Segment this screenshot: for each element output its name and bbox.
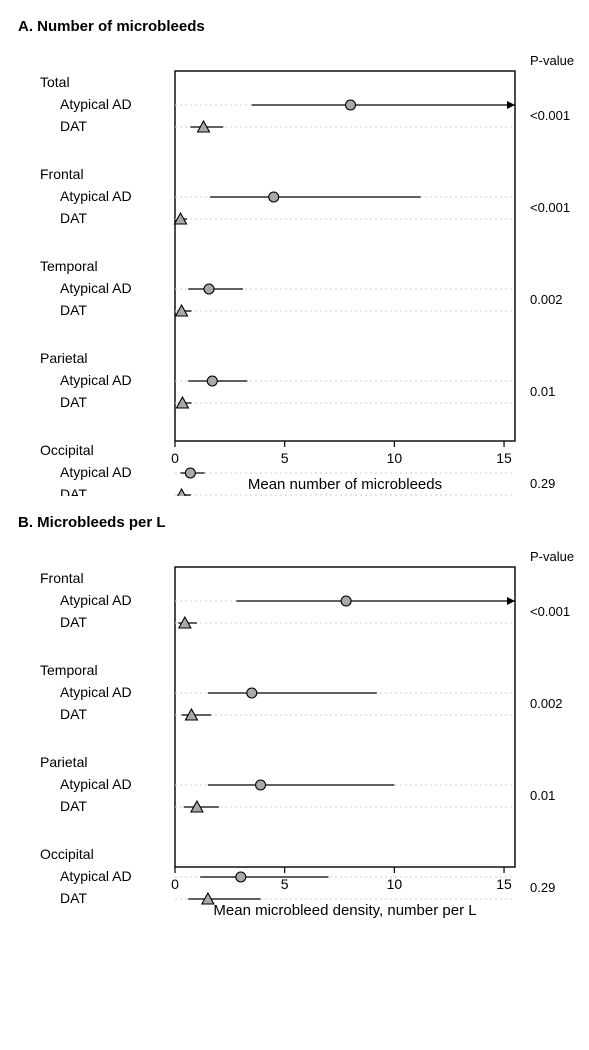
svg-text:10: 10 xyxy=(387,450,403,466)
svg-text:0.01: 0.01 xyxy=(530,384,555,399)
svg-text:15: 15 xyxy=(496,876,512,892)
svg-text:5: 5 xyxy=(281,876,289,892)
svg-text:DAT: DAT xyxy=(60,394,87,410)
svg-text:15: 15 xyxy=(496,450,512,466)
svg-text:0.29: 0.29 xyxy=(530,880,555,895)
svg-text:DAT: DAT xyxy=(60,118,87,134)
panel-a: A. Number of microbleeds 0 5 10 15 Mean numb… xyxy=(10,18,579,496)
svg-text:Atypical AD: Atypical AD xyxy=(60,464,132,480)
svg-text:Temporal: Temporal xyxy=(40,258,98,274)
svg-text:Temporal: Temporal xyxy=(40,662,98,678)
svg-text:Frontal: Frontal xyxy=(40,570,84,586)
svg-text:DAT: DAT xyxy=(60,798,87,814)
svg-text:Atypical AD: Atypical AD xyxy=(60,96,132,112)
svg-text:DAT: DAT xyxy=(60,486,87,496)
svg-text:0.002: 0.002 xyxy=(530,696,563,711)
svg-text:Frontal: Frontal xyxy=(40,166,84,182)
svg-text:Total: Total xyxy=(40,74,70,90)
svg-text:Occipital: Occipital xyxy=(40,846,94,862)
panel-b-chart: 0 5 10 15 Mean microbleed density, number pe… xyxy=(10,537,579,922)
svg-text:Parietal: Parietal xyxy=(40,350,87,366)
svg-text:<0.001: <0.001 xyxy=(530,108,570,123)
svg-text:10: 10 xyxy=(387,876,403,892)
panel-a-title: A. Number of microbleeds xyxy=(18,18,579,35)
svg-text:<0.001: <0.001 xyxy=(530,604,570,619)
svg-text:Atypical AD: Atypical AD xyxy=(60,868,132,884)
svg-text:Atypical AD: Atypical AD xyxy=(60,592,132,608)
svg-text:Atypical AD: Atypical AD xyxy=(60,684,132,700)
svg-text:P-value: P-value xyxy=(530,53,574,68)
svg-text:DAT: DAT xyxy=(60,302,87,318)
svg-text:0: 0 xyxy=(171,876,179,892)
svg-text:Atypical AD: Atypical AD xyxy=(60,776,132,792)
svg-text:Atypical AD: Atypical AD xyxy=(60,280,132,296)
panel-b: B. Microbleeds per L 0 5 10 15 Mean microble… xyxy=(10,514,579,922)
svg-text:Atypical AD: Atypical AD xyxy=(60,372,132,388)
svg-text:0.002: 0.002 xyxy=(530,292,563,307)
panel-b-title: B. Microbleeds per L xyxy=(18,514,579,531)
svg-text:<0.001: <0.001 xyxy=(530,200,570,215)
svg-text:0.01: 0.01 xyxy=(530,788,555,803)
svg-text:Parietal: Parietal xyxy=(40,754,87,770)
svg-text:P-value: P-value xyxy=(530,549,574,564)
svg-text:DAT: DAT xyxy=(60,614,87,630)
svg-text:Mean microbleed density, numbe: Mean microbleed density, number per L xyxy=(213,902,476,919)
svg-text:DAT: DAT xyxy=(60,210,87,226)
panel-a-chart: 0 5 10 15 Mean number of microbleeds P-value T… xyxy=(10,41,579,496)
svg-text:DAT: DAT xyxy=(60,706,87,722)
svg-text:Occipital: Occipital xyxy=(40,442,94,458)
svg-text:5: 5 xyxy=(281,450,289,466)
svg-text:DAT: DAT xyxy=(60,890,87,906)
svg-text:0.29: 0.29 xyxy=(530,476,555,491)
svg-text:Atypical AD: Atypical AD xyxy=(60,188,132,204)
svg-text:0: 0 xyxy=(171,450,179,466)
svg-text:Mean number of microbleeds: Mean number of microbleeds xyxy=(248,476,442,493)
